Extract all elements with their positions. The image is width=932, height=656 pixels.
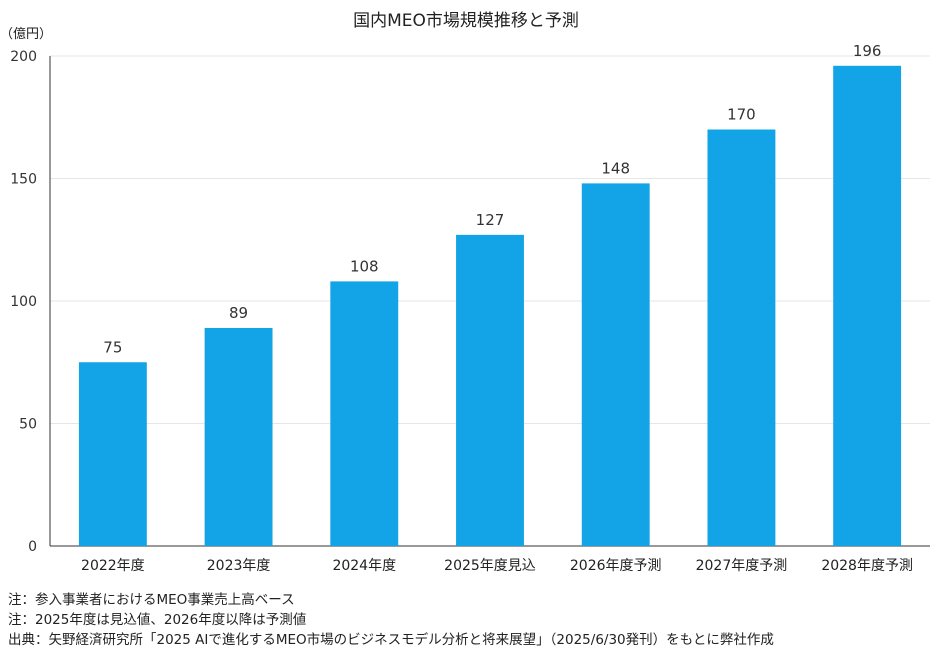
bar: [204, 327, 273, 546]
y-tick-label: 100: [10, 294, 37, 310]
x-tick-label: 2024年度: [332, 558, 396, 574]
x-tick-label: 2025年度見込: [444, 558, 536, 574]
data-label: 75: [103, 338, 122, 356]
footnote-3: 出典：矢野経済研究所「2025 AIで進化するMEO市場のビジネスモデル分析と将…: [8, 632, 774, 648]
x-tick-label: 2022年度: [81, 558, 145, 574]
data-label: 108: [350, 257, 379, 275]
y-tick-label: 200: [10, 49, 37, 65]
y-tick-label: 50: [19, 417, 37, 433]
y-tick-label: 0: [28, 539, 37, 555]
bar: [581, 183, 650, 546]
bar: [456, 234, 524, 546]
data-label: 148: [601, 159, 630, 177]
x-tick-label: 2028年度予測: [821, 558, 913, 574]
data-label: 196: [853, 42, 882, 60]
data-label: 127: [476, 211, 505, 229]
bar: [833, 65, 902, 547]
bars: [78, 65, 902, 547]
bar: [330, 281, 399, 546]
footnotes: 注：参入事業者におけるMEO事業売上高ベース 注：2025年度は見込値、2026…: [8, 590, 774, 650]
bar-chart: 0 50 100 150 200 2022年度 2023年度 2024年度 2025年度見込 20…: [0, 26, 930, 574]
axes: 0 50 100 150 200 2022年度 2023年度 2024年度 2025年度見込 20…: [10, 49, 930, 574]
y-axis-unit-label: （億円）: [0, 26, 52, 42]
footnote-1: 注：参入事業者におけるMEO事業売上高ベース: [8, 592, 295, 608]
footnote-2: 注：2025年度は見込値、2026年度以降は予測値: [8, 612, 307, 628]
data-label: 170: [727, 106, 756, 124]
data-label: 89: [229, 304, 248, 322]
chart-title: 国内MEO市場規模推移と予測: [353, 11, 579, 31]
bar: [707, 129, 776, 546]
x-tick-label: 2023年度: [207, 558, 271, 574]
bar: [78, 362, 147, 546]
data-labels: 75 89 108 127 148 170 196: [103, 42, 881, 356]
x-tick-label: 2027年度予測: [696, 558, 788, 574]
x-tick-label: 2026年度予測: [570, 558, 662, 574]
y-tick-label: 150: [10, 172, 37, 188]
